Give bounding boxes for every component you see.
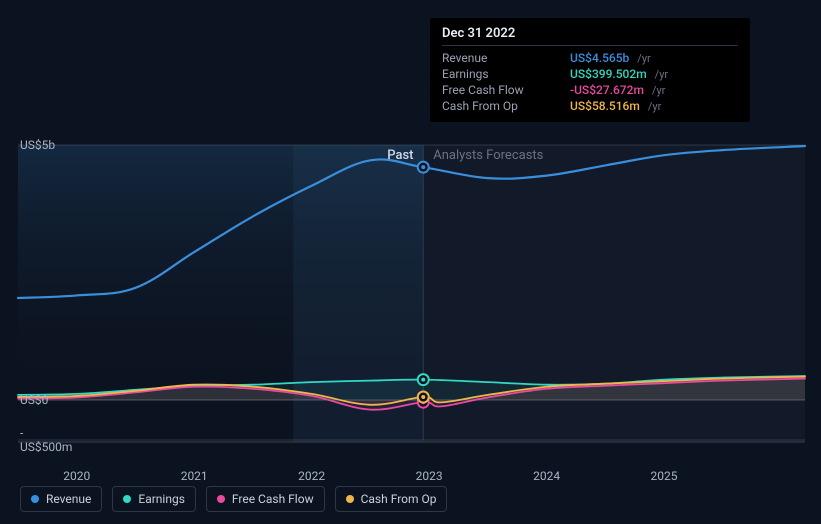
tooltip-row-label: Cash From Op [442,99,562,113]
legend-item-label: Revenue [46,492,91,506]
tooltip-date: Dec 31 2022 [442,26,738,46]
legend-item-earnings[interactable]: Earnings [112,486,196,512]
legend-dot-icon [31,495,39,503]
tooltip-row-value: US$399.502m [570,67,647,81]
y-tick-label: US$5b [20,138,55,152]
tooltip-row-value: -US$27.672m [570,83,644,97]
past-section-label: Past [387,148,413,163]
tooltip-row-unit: /yr [655,68,668,81]
x-tick-label: 2023 [416,469,443,483]
chart-tooltip: Dec 31 2022 Revenue US$4.565b/yr Earnings U… [430,18,750,122]
tooltip-row-label: Free Cash Flow [442,83,562,97]
forecast-section-label: Analysts Forecasts [433,148,543,163]
x-tick-label: 2025 [651,469,678,483]
tooltip-row-value: US$4.565b [570,51,629,65]
tooltip-row: Earnings US$399.502m/yr [442,66,738,82]
tooltip-row-unit: /yr [652,84,665,97]
legend-item-revenue[interactable]: Revenue [20,486,102,512]
tooltip-row: Cash From Op US$58.516m/yr [442,98,738,114]
tooltip-row-label: Earnings [442,67,562,81]
tooltip-row: Free Cash Flow -US$27.672m/yr [442,82,738,98]
tooltip-row-unit: /yr [648,100,661,113]
legend-item-label: Free Cash Flow [232,492,314,506]
tooltip-row: Revenue US$4.565b/yr [442,50,738,66]
x-tick-label: 2022 [298,469,325,483]
x-tick-label: 2021 [181,469,208,483]
legend-item-fcf[interactable]: Free Cash Flow [206,486,325,512]
legend-dot-icon [346,495,354,503]
tooltip-row-unit: /yr [637,52,650,65]
legend-item-label: Earnings [138,492,185,506]
legend-item-cfo[interactable]: Cash From Op [335,486,448,512]
legend-dot-icon [217,495,225,503]
y-tick-label: -US$500m [20,426,72,454]
x-tick-label: 2020 [63,469,90,483]
legend-item-label: Cash From Op [361,492,437,506]
y-tick-label: US$0 [20,393,48,407]
tooltip-row-value: US$58.516m [570,99,640,113]
chart-legend: Revenue Earnings Free Cash Flow Cash From O… [20,486,447,512]
x-tick-label: 2024 [533,469,560,483]
legend-dot-icon [123,495,131,503]
tooltip-row-label: Revenue [442,51,562,65]
financials-chart: US$5b US$0 -US$500m 2020 2021 2022 2023 2024 20… [0,0,821,524]
